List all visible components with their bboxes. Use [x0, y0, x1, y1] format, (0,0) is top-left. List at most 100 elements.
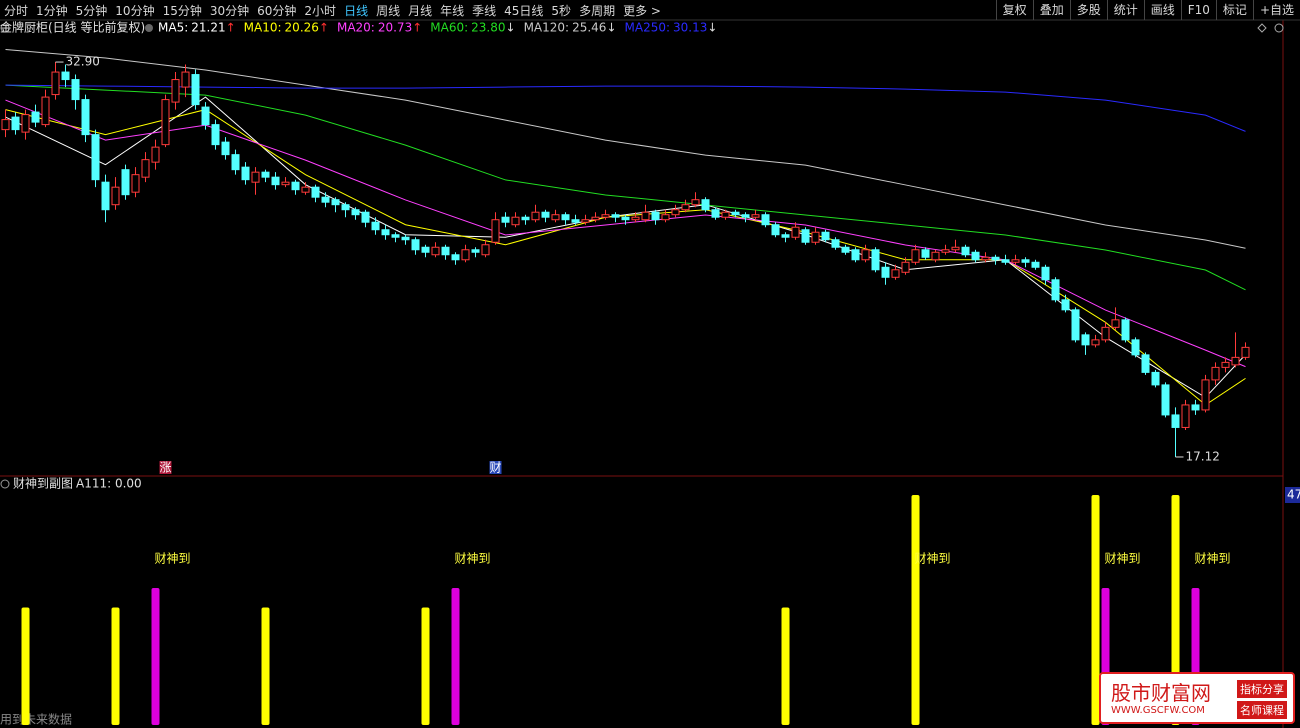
ma-icon[interactable] [145, 24, 153, 32]
candle-body [751, 214, 760, 218]
diamond-icon[interactable] [1257, 23, 1267, 33]
tool-button[interactable]: 复权 [995, 0, 1033, 20]
candle-body [841, 246, 850, 253]
candle-body [211, 124, 220, 146]
tool-buttons: 复权 叠加 多股 统计 画线 F10 标记 +自选 [995, 0, 1300, 20]
footer-text: 用到未来数据 [0, 712, 72, 727]
candle-body [421, 246, 430, 253]
candle-body [1111, 319, 1120, 328]
candle-body [51, 71, 60, 96]
candle-body [1001, 259, 1010, 263]
candle-body [1231, 356, 1240, 366]
period-tab[interactable]: 周线 [376, 3, 401, 18]
watermark: 股市财富网 WWW.GSCFW.COM 指标分享名师课程 [1099, 672, 1295, 724]
signal-label: 财神到 [454, 552, 490, 566]
candle-body [1221, 361, 1230, 368]
candle-body [141, 159, 150, 178]
sub-panel-icon[interactable] [0, 479, 10, 489]
candle-body [661, 214, 670, 221]
period-tab[interactable]: 月线 [408, 3, 433, 18]
candle-body [41, 96, 50, 126]
signal-label: 财神到 [1194, 552, 1230, 566]
candle-body [571, 219, 580, 223]
candle-body [981, 256, 990, 261]
ma-legend-arrow: ↓ [707, 21, 717, 35]
signal-label: 财神到 [914, 552, 950, 566]
candle-body [511, 216, 520, 226]
candle-body [891, 269, 900, 278]
watermark-name: 股市财富网 [1111, 681, 1211, 705]
candle-body [1, 119, 10, 131]
period-tab[interactable]: 60分钟 [257, 3, 297, 18]
watermark-tag: 名师课程 [1237, 701, 1287, 719]
candle-body [281, 181, 290, 186]
indicator-value: A111: 0.00 [76, 477, 142, 491]
ma-legend-value: 20.26 [285, 21, 319, 35]
tool-button[interactable]: 叠加 [1032, 0, 1070, 20]
candle-body [1071, 309, 1080, 341]
candle-body [531, 211, 540, 221]
ma-legend-value: 23.80 [471, 21, 505, 35]
ma-legend-arrow: ↓ [606, 21, 616, 35]
period-tab[interactable]: 15分钟 [162, 3, 202, 18]
candle-body [31, 111, 40, 123]
ma-legend-name: MA250: [625, 21, 671, 35]
period-tab[interactable]: 5分钟 [75, 3, 108, 18]
candle-body [101, 181, 110, 211]
tool-button[interactable]: F10 [1180, 0, 1216, 20]
candle-body [481, 244, 490, 256]
signal-bar [1091, 495, 1100, 725]
panel-icon[interactable] [0, 23, 10, 33]
candle-body [671, 209, 680, 216]
candle-body [1081, 334, 1090, 346]
candle-body [1171, 414, 1180, 428]
candle-body [1031, 261, 1040, 268]
signal-bar [781, 607, 790, 725]
candle-body [881, 266, 890, 278]
candle-body [731, 211, 740, 216]
y-tick-label: 47 [1287, 488, 1300, 502]
candle-body [651, 211, 660, 221]
period-tab[interactable]: 分时 [4, 3, 29, 18]
tool-button[interactable]: 标记 [1215, 0, 1253, 20]
settings-icon[interactable] [1274, 23, 1284, 33]
signal-bar [111, 607, 120, 725]
period-tab[interactable]: 日线 [344, 3, 369, 18]
candle-body [81, 99, 90, 136]
candle-body [641, 211, 650, 221]
tool-button[interactable]: 多股 [1069, 0, 1107, 20]
candle-body [791, 226, 800, 238]
period-tab[interactable]: 多周期 [579, 3, 616, 18]
candle-body [821, 231, 830, 241]
watermark-tag: 指标分享 [1237, 680, 1287, 698]
candle-body [231, 154, 240, 171]
candle-body [441, 246, 450, 256]
period-tab[interactable]: 1分钟 [36, 3, 68, 18]
event-marker-label: 涨 [159, 460, 171, 475]
period-tab[interactable]: 10分钟 [115, 3, 155, 18]
period-tab[interactable]: 5秒 [551, 3, 572, 18]
candle-body [381, 229, 390, 236]
period-tab[interactable]: 45日线 [504, 3, 544, 18]
tool-button[interactable]: 统计 [1106, 0, 1144, 20]
candle-body [1241, 346, 1250, 358]
candle-body [61, 71, 70, 81]
candle-body [1091, 339, 1100, 346]
tool-button[interactable]: +自选 [1252, 0, 1300, 20]
watermark-url: WWW.GSCFW.COM [1111, 705, 1205, 716]
candle-body [91, 134, 100, 181]
candle-body [1041, 266, 1050, 281]
candle-body [801, 229, 810, 243]
candle-body [1161, 384, 1170, 416]
candle-body [1021, 259, 1030, 263]
period-tab[interactable]: 2小时 [304, 3, 337, 18]
candle-body [331, 199, 340, 206]
ma-legend-name: MA60: [430, 21, 468, 35]
period-tab[interactable]: 季线 [472, 3, 497, 18]
period-tab[interactable]: 更多 > [623, 3, 661, 18]
period-tab[interactable]: 年线 [440, 3, 465, 18]
tool-button[interactable]: 画线 [1143, 0, 1181, 20]
period-tab[interactable]: 30分钟 [209, 3, 250, 18]
ma-legend-value: 30.13 [673, 21, 707, 35]
